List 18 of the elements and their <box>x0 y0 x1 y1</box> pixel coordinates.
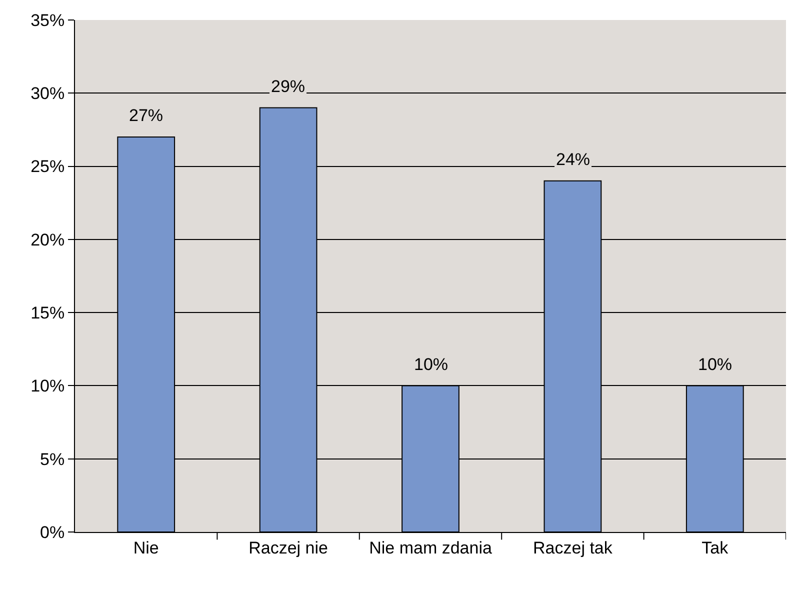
y-tick-label: 35% <box>30 10 65 30</box>
x-tick-label: Tak <box>702 538 729 558</box>
x-tick-label: Nie <box>133 538 159 558</box>
data-label: 29% <box>271 77 306 96</box>
x-tick-label: Nie mam zdania <box>369 538 492 558</box>
y-tick-label: 0% <box>40 522 65 542</box>
x-tick-label: Raczej nie <box>248 538 328 558</box>
y-tick-label: 25% <box>30 157 65 176</box>
data-label: 10% <box>698 355 732 374</box>
y-tick-label: 10% <box>30 376 65 396</box>
data-label: 27% <box>129 106 164 125</box>
y-tick-label: 5% <box>40 450 65 469</box>
x-tick-label: Raczej tak <box>533 538 613 558</box>
data-label: 24% <box>556 150 590 169</box>
y-tick-label: 15% <box>30 304 65 323</box>
y-tick-label: 20% <box>30 230 65 250</box>
y-tick-label: 30% <box>30 84 65 104</box>
data-label: 10% <box>414 355 448 374</box>
